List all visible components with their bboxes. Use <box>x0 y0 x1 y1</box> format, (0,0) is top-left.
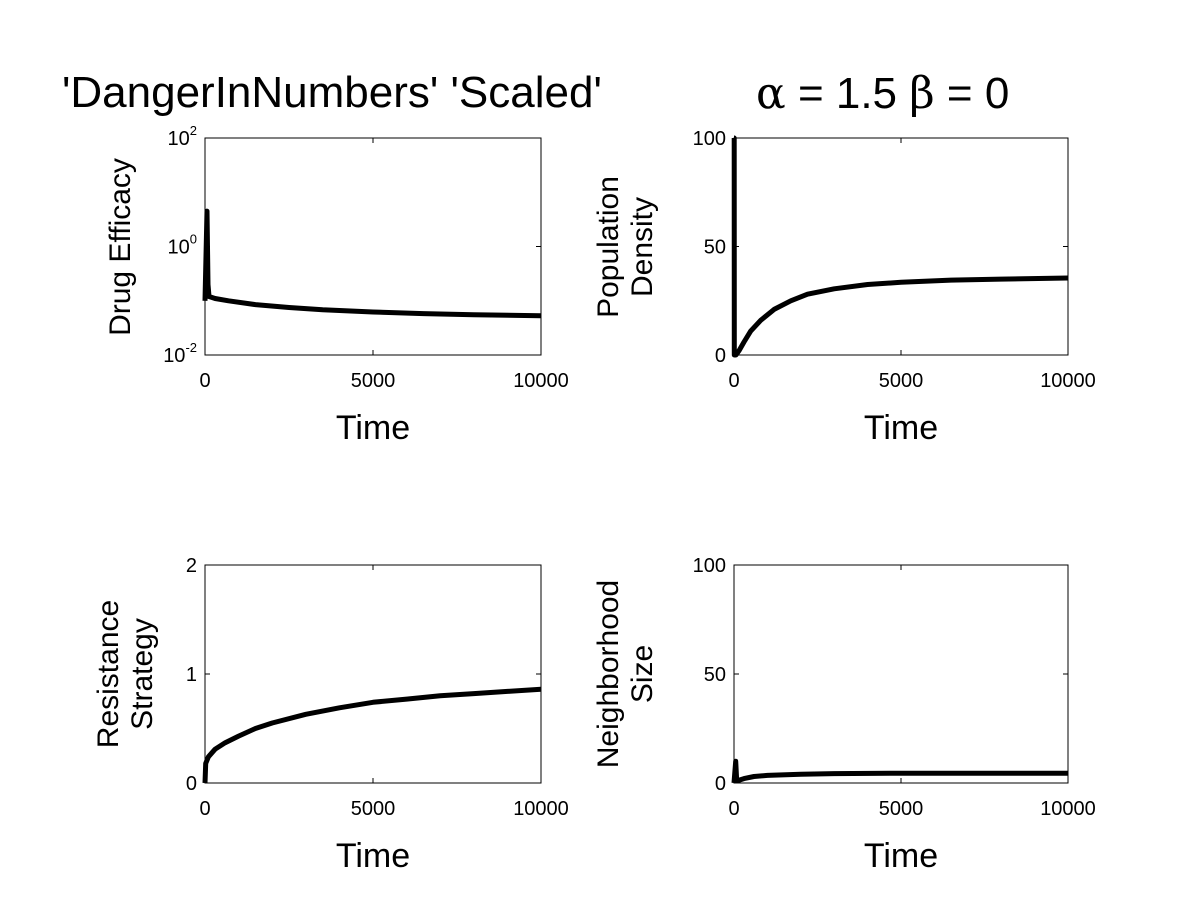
y-axis-label: ResistanceStrategy <box>92 600 159 748</box>
x-tick-label: 0 <box>728 370 739 392</box>
y-axis-label: Drug Efficacy <box>104 158 137 336</box>
y-tick-label: 0 <box>715 345 726 367</box>
series-line <box>202 686 542 784</box>
y-axis-label: NeighborhoodSize <box>592 580 659 768</box>
y-tick-label: 2 <box>186 555 197 577</box>
axes-box <box>204 564 542 784</box>
x-tick-label: 10000 <box>513 798 569 820</box>
figure-title-right: α = 1.5 β = 0 <box>756 68 1009 119</box>
x-tick-label: 10000 <box>513 370 569 392</box>
x-tick-label: 0 <box>728 798 739 820</box>
x-tick-label: 10000 <box>1040 798 1096 820</box>
alpha-symbol: α <box>756 68 786 119</box>
y-tick-label: 1 <box>186 664 197 686</box>
axes-box <box>733 564 1069 784</box>
subplot-3: 0 5000 10000 0 1 2 Time ResistanceStrategy <box>92 555 569 875</box>
x-axis-label: Time <box>336 837 410 875</box>
y-tick-label: 100 <box>168 232 197 259</box>
y-tick-label: 0 <box>715 773 726 795</box>
x-tick-label: 5000 <box>879 370 924 392</box>
y-tick-label: 50 <box>704 664 726 686</box>
x-axis-label: Time <box>864 837 938 875</box>
x-tick-label: 5000 <box>351 370 396 392</box>
series-line <box>202 208 542 319</box>
axes-box <box>204 137 542 356</box>
x-tick-label: 0 <box>199 370 210 392</box>
beta-value: = 0 <box>934 69 1010 118</box>
x-axis-label: Time <box>336 409 410 447</box>
y-tick-label: 0 <box>186 773 197 795</box>
x-tick-label: 5000 <box>351 798 396 820</box>
x-axis-label: Time <box>864 409 938 447</box>
y-tick-label: 100 <box>693 555 726 577</box>
y-tick-label: 100 <box>693 128 726 150</box>
y-tick-label: 10-2 <box>163 340 197 367</box>
y-tick-label: 102 <box>168 123 197 150</box>
subplot-1: 0 5000 10000 10-2 100 102 Time Drug Efficacy <box>104 123 569 447</box>
x-tick-label: 5000 <box>879 798 924 820</box>
figure-title: 'DangerInNumbers' 'Scaled' α = 1.5 β = 0 <box>0 68 1200 128</box>
x-tick-label: 0 <box>199 798 210 820</box>
x-tick-label: 10000 <box>1040 370 1096 392</box>
series-line <box>731 758 1068 784</box>
y-axis-label: PopulationDensity <box>592 176 659 318</box>
series-line <box>731 135 1069 358</box>
y-tick-label: 50 <box>704 237 726 259</box>
figure-title-left: 'DangerInNumbers' 'Scaled' <box>62 68 602 117</box>
beta-symbol: β <box>909 68 935 119</box>
axes-box <box>733 137 1069 356</box>
subplot-2: 0 5000 10000 0 50 100 Time PopulationDensity <box>592 128 1096 447</box>
subplot-4: 0 5000 10000 0 50 100 Time NeighborhoodSize <box>592 555 1096 875</box>
alpha-value: = 1.5 <box>785 69 910 118</box>
